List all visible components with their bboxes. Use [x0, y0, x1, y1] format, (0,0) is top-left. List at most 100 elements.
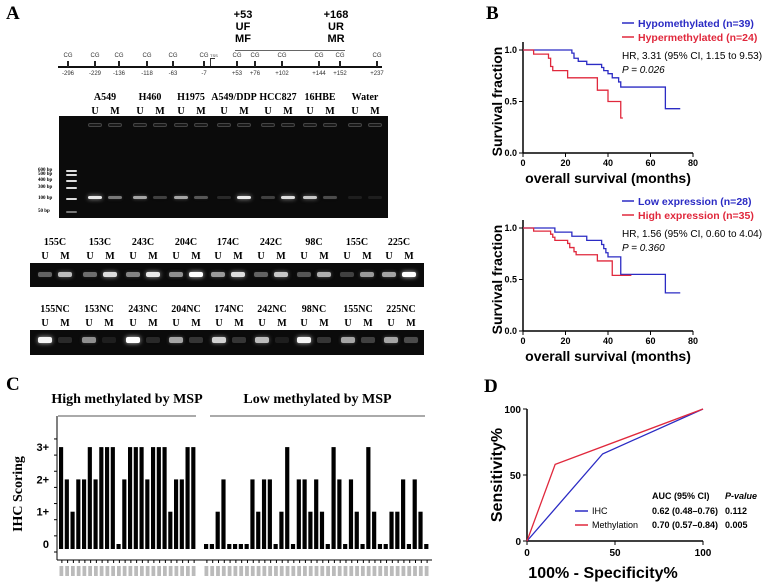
dna-band-u [297, 337, 311, 343]
sample-id-label [279, 566, 284, 576]
auc-value: 0.62 (0.48–0.76) [652, 506, 718, 516]
lane-label-m: M [362, 251, 372, 262]
lane-label-u: U [214, 251, 222, 262]
sample-label: 155C [43, 237, 67, 248]
sample-label: H1975 [177, 92, 205, 103]
dna-band-m [317, 272, 331, 277]
y-tick-label: 1+ [36, 507, 49, 519]
dna-band-m [102, 337, 116, 343]
survival-curve-1 [523, 227, 632, 277]
ladder-band [66, 211, 77, 213]
dna-band-m [153, 196, 167, 199]
ladder-band [66, 198, 77, 200]
sample-id-label [239, 566, 244, 576]
bar [128, 447, 133, 549]
forward-primer-position: +53 [233, 9, 253, 21]
dna-band-u [169, 337, 183, 343]
cg-site-label: CG [314, 53, 324, 59]
sample-id-label [71, 566, 75, 576]
bar [156, 447, 161, 549]
hazard-ratio: HR, 3.31 (95% CI, 1.15 to 9.53) [622, 51, 762, 62]
sample-id-label [163, 566, 167, 576]
x-tick-label: 0 [524, 548, 530, 559]
dna-band-u [211, 272, 225, 277]
lane-label-u: U [306, 106, 314, 117]
dna-band-u [261, 196, 275, 199]
bar [424, 544, 429, 549]
reverse-primer-u: UR [328, 21, 344, 33]
amplicon-bracket [235, 50, 345, 51]
cg-site-tick [254, 61, 256, 67]
gel1-image [59, 116, 388, 218]
cg-site-label: CG [90, 53, 100, 59]
legend-entry: Hypomethylated (n=39) [638, 18, 754, 30]
sample-id-label [59, 566, 64, 576]
bar [296, 479, 301, 549]
bar [273, 544, 278, 549]
lane-label-m: M [239, 106, 249, 117]
cg-site-tick [376, 61, 378, 67]
forward-primer-u: UF [235, 21, 251, 33]
cg-site-position: +237 [370, 71, 384, 77]
sample-label: 243NC [128, 304, 158, 315]
bar [209, 544, 214, 549]
sample-id-label [117, 566, 121, 576]
lane-label-u: U [41, 318, 49, 329]
y-tick-label: 1.0 [504, 223, 517, 233]
gel-well [88, 123, 102, 127]
roc-curve-1 [526, 408, 704, 542]
x-tick-label: 100 [695, 548, 712, 559]
dna-band-u [38, 272, 52, 277]
sample-label: 153C [88, 237, 112, 248]
sample-id-label [82, 566, 87, 576]
lane-label-m: M [404, 251, 414, 262]
p-value: 0.112 [725, 506, 747, 516]
dna-band-m [146, 337, 160, 343]
legend-entry: High expression (n=35) [638, 210, 754, 222]
lane-label-u: U [177, 106, 185, 117]
sample-id-label [413, 566, 417, 576]
gel-well [348, 123, 362, 127]
bar [93, 479, 98, 549]
lane-label-m: M [277, 318, 287, 329]
sample-label: 98NC [301, 304, 327, 315]
sample-label: 225NC [386, 304, 416, 315]
auc-value: 0.70 (0.57–0.84) [652, 520, 718, 530]
sample-label: 16HBE [304, 92, 336, 103]
survival-curve-0 [523, 227, 681, 294]
lane-label-u: U [264, 106, 272, 117]
x-tick-label: 80 [688, 336, 698, 346]
bar [116, 544, 121, 549]
bar [179, 479, 184, 549]
dna-band-u [341, 337, 355, 343]
dna-band-u [348, 196, 362, 199]
lane-label-u: U [300, 318, 308, 329]
gel-well [217, 123, 231, 127]
bar [290, 544, 296, 549]
ladder-band [66, 174, 77, 176]
y-tick-label: 2+ [36, 474, 49, 486]
sample-id-label [274, 566, 278, 576]
cg-site-position: -296 [61, 71, 75, 77]
x-axis-label: overall survival (months) [525, 170, 691, 186]
x-tick-label: 60 [645, 158, 655, 168]
sample-id-label [186, 566, 190, 576]
lane-label-u: U [343, 251, 351, 262]
gel-well [108, 123, 122, 127]
bar [82, 479, 87, 549]
sample-label: A549/DDP [211, 92, 257, 103]
sample-id-label [122, 566, 127, 576]
bar [59, 447, 64, 549]
ladder-band [66, 170, 77, 172]
bar [70, 511, 75, 549]
sample-label: 225C [387, 237, 411, 248]
sample-label: 155C [345, 237, 369, 248]
sample-id-label [145, 566, 150, 576]
sample-id-label [360, 566, 365, 576]
sample-id-label [331, 566, 336, 576]
group-title: High methylated by MSP [51, 392, 203, 407]
bar [133, 447, 138, 549]
sample-label: 98C [305, 237, 323, 248]
bar [389, 511, 394, 549]
bar [168, 511, 173, 549]
